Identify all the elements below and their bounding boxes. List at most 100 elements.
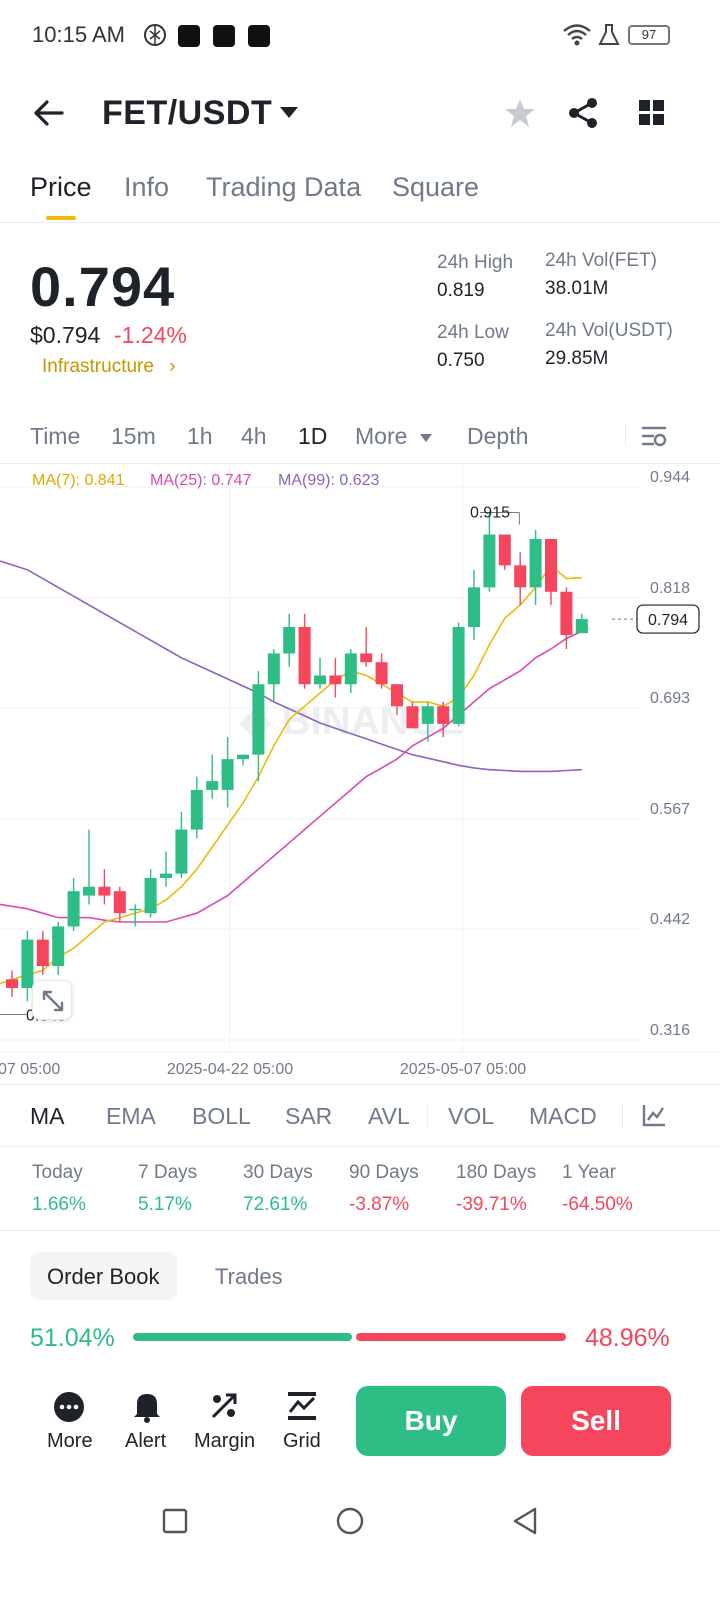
margin-label[interactable]: Margin [194, 1430, 256, 1452]
back-nav-icon[interactable] [510, 1506, 540, 1536]
y-tick-label: 0.944 [650, 469, 690, 486]
battery-indicator: 97 [628, 25, 670, 45]
current-price-label: 0.794 [648, 612, 688, 629]
candle-body [529, 538, 542, 588]
star-icon[interactable] [503, 96, 537, 130]
perf-label: 1 Year [562, 1162, 616, 1183]
timeframe-15m[interactable]: 15m [111, 423, 156, 449]
y-axis-labels: 0.944 0.818 0.693 0.567 0.442 0.316 [650, 469, 690, 1039]
candle-body [98, 886, 111, 896]
candle-body [452, 627, 465, 724]
home-icon[interactable] [335, 1506, 365, 1536]
chart-settings-icon[interactable] [641, 424, 667, 448]
app-notification-icon [144, 24, 166, 46]
divider [0, 1146, 720, 1147]
pair-title[interactable]: FET/USDT [102, 94, 273, 132]
more-icon[interactable] [52, 1390, 86, 1424]
category-link[interactable]: Infrastructure › [42, 356, 176, 378]
perf-value: 1.66% [32, 1194, 86, 1215]
share-icon[interactable] [566, 96, 600, 130]
indicator-macd[interactable]: MACD [529, 1103, 597, 1129]
price-change-percent: -1.24% [114, 322, 187, 348]
timeframe-1h[interactable]: 1h [187, 423, 213, 449]
divider [625, 424, 626, 446]
candle-body [237, 754, 249, 760]
perf-value: -3.87% [349, 1194, 410, 1215]
current-price-box [636, 604, 700, 634]
depth-tab[interactable]: Depth [467, 423, 529, 449]
candle-body [267, 653, 280, 685]
candle-body [483, 534, 496, 588]
candle-body [514, 565, 527, 588]
x-axis-labels: 07 05:00 2025-04-22 05:00 2025-05-07 05:00 [0, 1061, 526, 1078]
perf-value: 5.17% [138, 1194, 192, 1215]
caret-down-icon [419, 433, 432, 442]
y-tick-label: 0.818 [650, 580, 690, 597]
vol-usdt-label: 24h Vol(USDT) [545, 320, 673, 341]
flask-icon [598, 24, 620, 45]
perf-label: 90 Days [349, 1162, 419, 1183]
grid-label[interactable]: Grid [283, 1430, 321, 1452]
tab-square[interactable]: Square [392, 172, 480, 202]
ask-percent: 48.96% [585, 1324, 670, 1352]
timeframe-time[interactable]: Time [30, 423, 81, 449]
caret-down-icon[interactable] [278, 104, 300, 120]
tab-price[interactable]: Price [30, 172, 92, 202]
timeframe-more[interactable]: More [355, 423, 434, 450]
ma-lines [0, 560, 583, 985]
last-price: 0.794 [30, 255, 176, 318]
divider [0, 222, 720, 223]
tab-trading-data[interactable]: Trading Data [206, 172, 362, 202]
bell-icon[interactable] [131, 1390, 163, 1424]
indicator-sar[interactable]: SAR [285, 1103, 333, 1129]
candle-body [175, 829, 188, 874]
tab-info[interactable]: Info [124, 172, 170, 202]
timeframe-4h[interactable]: 4h [241, 423, 267, 449]
back-arrow-icon[interactable] [32, 98, 66, 128]
tab-trades[interactable]: Trades [215, 1264, 283, 1289]
candle-body [298, 627, 311, 685]
indicator-ema[interactable]: EMA [106, 1103, 156, 1129]
divider [0, 1230, 720, 1231]
candle-body [206, 781, 219, 790]
order-book-ratio-bar [133, 1333, 566, 1341]
indicator-vol[interactable]: VOL [448, 1103, 495, 1129]
grid-trading-icon[interactable] [286, 1390, 318, 1422]
more-label[interactable]: More [47, 1430, 93, 1452]
y-tick-label: 0.442 [650, 911, 690, 928]
perf-value: 72.61% [243, 1194, 308, 1215]
divider [427, 1105, 428, 1127]
candle-body [190, 789, 203, 830]
candle-body [498, 534, 511, 566]
buy-button[interactable]: Buy [356, 1386, 506, 1456]
recent-apps-icon[interactable] [162, 1508, 188, 1534]
indicator-settings-icon[interactable] [641, 1102, 667, 1128]
margin-icon[interactable] [208, 1390, 240, 1422]
perf-label: 180 Days [456, 1162, 537, 1183]
high-marker-label: 0.915 [470, 505, 510, 522]
chart-grid [0, 464, 720, 1053]
candle-body [52, 926, 65, 967]
indicator-boll[interactable]: BOLL [192, 1103, 251, 1129]
candle-body [375, 662, 388, 685]
ask-ratio-bar [356, 1333, 566, 1341]
sell-button[interactable]: Sell [521, 1386, 671, 1456]
grid-menu-icon[interactable] [637, 98, 667, 128]
tab-order-book[interactable]: Order Book [30, 1252, 177, 1300]
alert-label[interactable]: Alert [125, 1430, 167, 1452]
ma25-line [0, 630, 583, 923]
timeframe-1d[interactable]: 1D [298, 423, 328, 449]
candle-body [468, 587, 480, 628]
candle-body [160, 873, 172, 878]
indicator-ma[interactable]: MA [30, 1103, 65, 1129]
divider [622, 1105, 623, 1127]
active-tab-indicator [46, 216, 76, 220]
ma7-legend: MA(7): 0.841 [32, 472, 125, 489]
candle-body [314, 675, 326, 685]
more-label: More [355, 423, 408, 449]
candle-body [575, 619, 588, 634]
price-chart[interactable]: ◆ BINANCE 0.9440.8180.6930.5670.4420.316… [0, 464, 720, 1084]
x-tick-label: 07 05:00 [0, 1061, 60, 1078]
expand-chart-button[interactable] [32, 980, 72, 1020]
indicator-avl[interactable]: AVL [368, 1103, 410, 1129]
